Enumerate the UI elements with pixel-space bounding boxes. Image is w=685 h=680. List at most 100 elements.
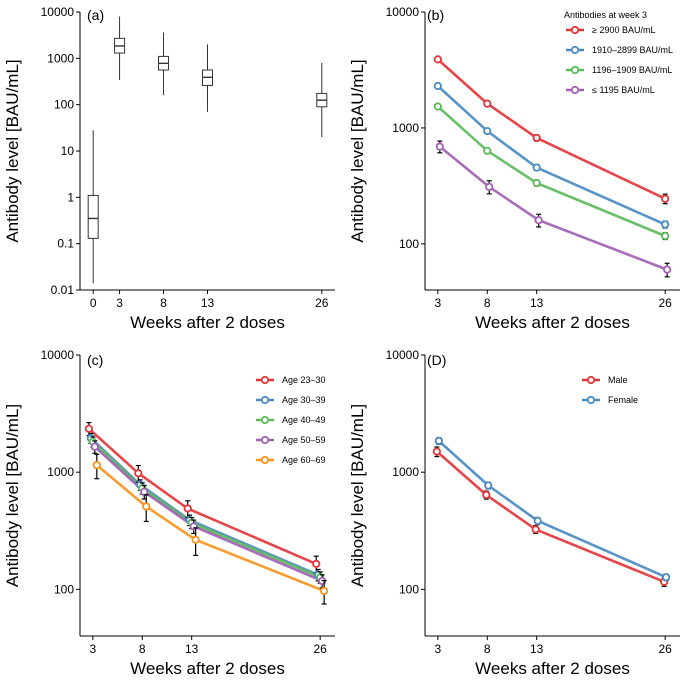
legend-item: Age 50–59 <box>256 435 326 445</box>
y-axis-label: Antibody level [BAU/mL] <box>348 404 367 587</box>
panel-label: (c) <box>87 352 103 368</box>
data-point <box>134 469 143 478</box>
x-tick-label: 13 <box>530 642 544 656</box>
panel-b: 100 1000 10000 3 8 13 26 Weeks after 2 doses Ant… <box>348 5 680 332</box>
legend-label: 1910–2899 BAU/mL <box>592 45 673 55</box>
legend-swatch-point <box>260 435 270 445</box>
y-tick-label: 10 <box>61 144 75 158</box>
y-axis-label: Antibody level [BAU/mL] <box>3 59 22 242</box>
legend-label: Age 30–39 <box>282 395 326 405</box>
y-tick-label: 1000 <box>392 465 419 479</box>
y-tick-label: 100 <box>399 582 419 596</box>
legend-item: Female <box>582 395 638 405</box>
legend-label: Female <box>608 395 638 405</box>
y-tick-label: 10000 <box>386 348 420 362</box>
series-points-3 <box>435 140 672 278</box>
data-point <box>433 102 442 111</box>
x-axis-label: Weeks after 2 doses <box>475 659 630 678</box>
legend-swatch-point <box>260 415 270 425</box>
box-8 <box>158 32 170 96</box>
data-point <box>662 573 671 582</box>
legend-item: Age 40–49 <box>256 415 326 425</box>
x-axis-label: Weeks after 2 doses <box>130 313 285 332</box>
data-point <box>432 447 441 456</box>
series-points-1 <box>434 436 671 582</box>
data-point <box>661 194 670 203</box>
box-26 <box>316 62 328 138</box>
series-4 <box>95 464 325 593</box>
series-line <box>436 105 666 238</box>
legend-swatch-point <box>570 65 580 75</box>
legend-label: ≤ 1195 BAU/mL <box>592 85 655 95</box>
x-tick-label: 3 <box>90 642 97 656</box>
x-tick-label: 8 <box>139 642 146 656</box>
series-line <box>436 85 666 226</box>
data-point <box>661 231 670 241</box>
legend-item: Age 60–69 <box>256 455 326 465</box>
y-tick-label: 10000 <box>41 348 75 362</box>
data-point <box>320 586 329 596</box>
data-point <box>531 525 540 534</box>
data-point <box>434 436 443 445</box>
x-tick-label: 8 <box>484 642 491 656</box>
data-point <box>663 265 672 274</box>
x-tick-label: 3 <box>435 296 442 310</box>
y-tick-label: 1000 <box>47 465 74 479</box>
x-axis-label: Weeks after 2 doses <box>475 313 630 332</box>
series-3 <box>93 445 323 583</box>
panel-d: 100 1000 10000 3 8 13 26 Weeks after 2 doses Ant… <box>348 348 680 678</box>
y-tick-label: 10000 <box>386 5 420 19</box>
data-point <box>312 559 321 568</box>
x-tick-label: 3 <box>116 296 123 310</box>
data-point <box>661 220 670 229</box>
legend-item: Age 30–39 <box>256 395 326 405</box>
series-points-0 <box>433 55 670 205</box>
data-point <box>532 133 541 143</box>
legend-label: ≥ 2900 BAU/mL <box>592 25 655 35</box>
data-point <box>485 182 494 192</box>
x-tick-label: 26 <box>658 642 672 656</box>
legend-label: Age 50–59 <box>282 435 326 445</box>
series-2 <box>91 440 321 579</box>
series-line <box>436 450 665 584</box>
legend: Antibodies at week 3 ≥ 2900 BAU/mL 1910–28… <box>564 10 673 95</box>
data-point <box>533 516 542 525</box>
y-tick-label: 1000 <box>47 51 74 65</box>
x-tick-label: 26 <box>313 642 327 656</box>
legend-title: Antibodies at week 3 <box>564 10 647 20</box>
data-point <box>140 487 149 496</box>
data-point <box>483 126 492 136</box>
series-0 <box>436 450 665 584</box>
y-tick-label: 1 <box>67 190 74 204</box>
legend-label: Age 40–49 <box>282 415 326 425</box>
x-tick-label: 13 <box>530 296 544 310</box>
data-point <box>483 99 492 108</box>
data-point <box>483 146 492 155</box>
x-tick-label: 26 <box>315 296 329 310</box>
panel-label: (D) <box>427 352 446 368</box>
series-line <box>438 145 668 271</box>
data-point <box>482 490 491 499</box>
data-point <box>532 178 541 188</box>
x-tick-label: 26 <box>658 296 672 310</box>
series-points-2 <box>433 102 670 241</box>
data-point <box>532 163 541 172</box>
series-2 <box>436 105 666 238</box>
series-0 <box>436 58 666 200</box>
x-tick-label: 8 <box>484 296 491 310</box>
legend-swatch-point <box>260 375 270 385</box>
y-tick-label: 0.01 <box>51 283 75 297</box>
panel-label: (a) <box>87 7 104 23</box>
legend-label: Male <box>608 375 628 385</box>
series-line <box>91 440 321 579</box>
series-1 <box>437 439 667 579</box>
x-tick-label: 13 <box>201 296 215 310</box>
y-tick-label: 100 <box>54 98 74 112</box>
legend-swatch-point <box>586 395 596 405</box>
series-points-3 <box>90 440 327 589</box>
series-line <box>93 445 323 583</box>
box-3 <box>114 16 126 81</box>
legend-swatch-point <box>260 455 270 465</box>
series-points-1 <box>433 81 670 229</box>
